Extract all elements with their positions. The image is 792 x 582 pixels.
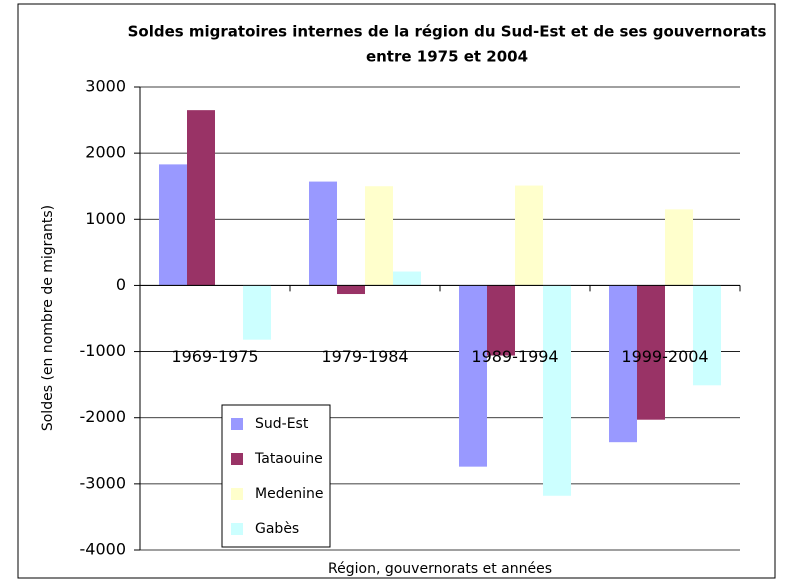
y-tick-label: -4000 [80,540,127,559]
bar [159,164,187,286]
y-tick-label: -1000 [80,341,127,360]
bar [393,271,421,286]
bar [637,285,665,420]
bar [459,285,487,467]
y-axis-label: Soldes (en nombre de migrants) [40,205,56,431]
legend-label: Sud-Est [255,416,309,432]
bar [543,285,571,496]
y-tick-label: 2000 [85,143,126,162]
bar [187,110,215,286]
bar [515,185,543,286]
x-tick-label: 1989-1994 [471,347,558,366]
chart-title: entre 1975 et 2004 [366,48,528,66]
bar [693,285,721,386]
legend-swatch [231,453,243,465]
y-tick-label: 3000 [85,77,126,96]
bar [309,181,337,286]
x-axis-label: Région, gouvernorats et années [328,561,552,577]
legend-label: Gabès [255,521,299,537]
legend-swatch [231,418,243,430]
y-tick-label: 0 [116,275,126,294]
legend-swatch [231,523,243,535]
bar [243,285,271,340]
legend-label: Tataouine [254,451,323,467]
x-tick-label: 1999-2004 [621,347,708,366]
bar [337,285,365,295]
bar [365,186,393,286]
y-tick-label: -3000 [80,473,127,492]
x-tick-label: 1979-1984 [321,347,408,366]
bar [665,209,693,286]
bar [609,285,637,443]
y-tick-label: 1000 [85,209,126,228]
legend-swatch [231,488,243,500]
chart-title: Soldes migratoires internes de la région… [128,23,767,41]
y-tick-label: -2000 [80,407,127,426]
bar [487,285,515,356]
legend-label: Medenine [255,486,323,502]
x-tick-label: 1969-1975 [171,347,258,366]
